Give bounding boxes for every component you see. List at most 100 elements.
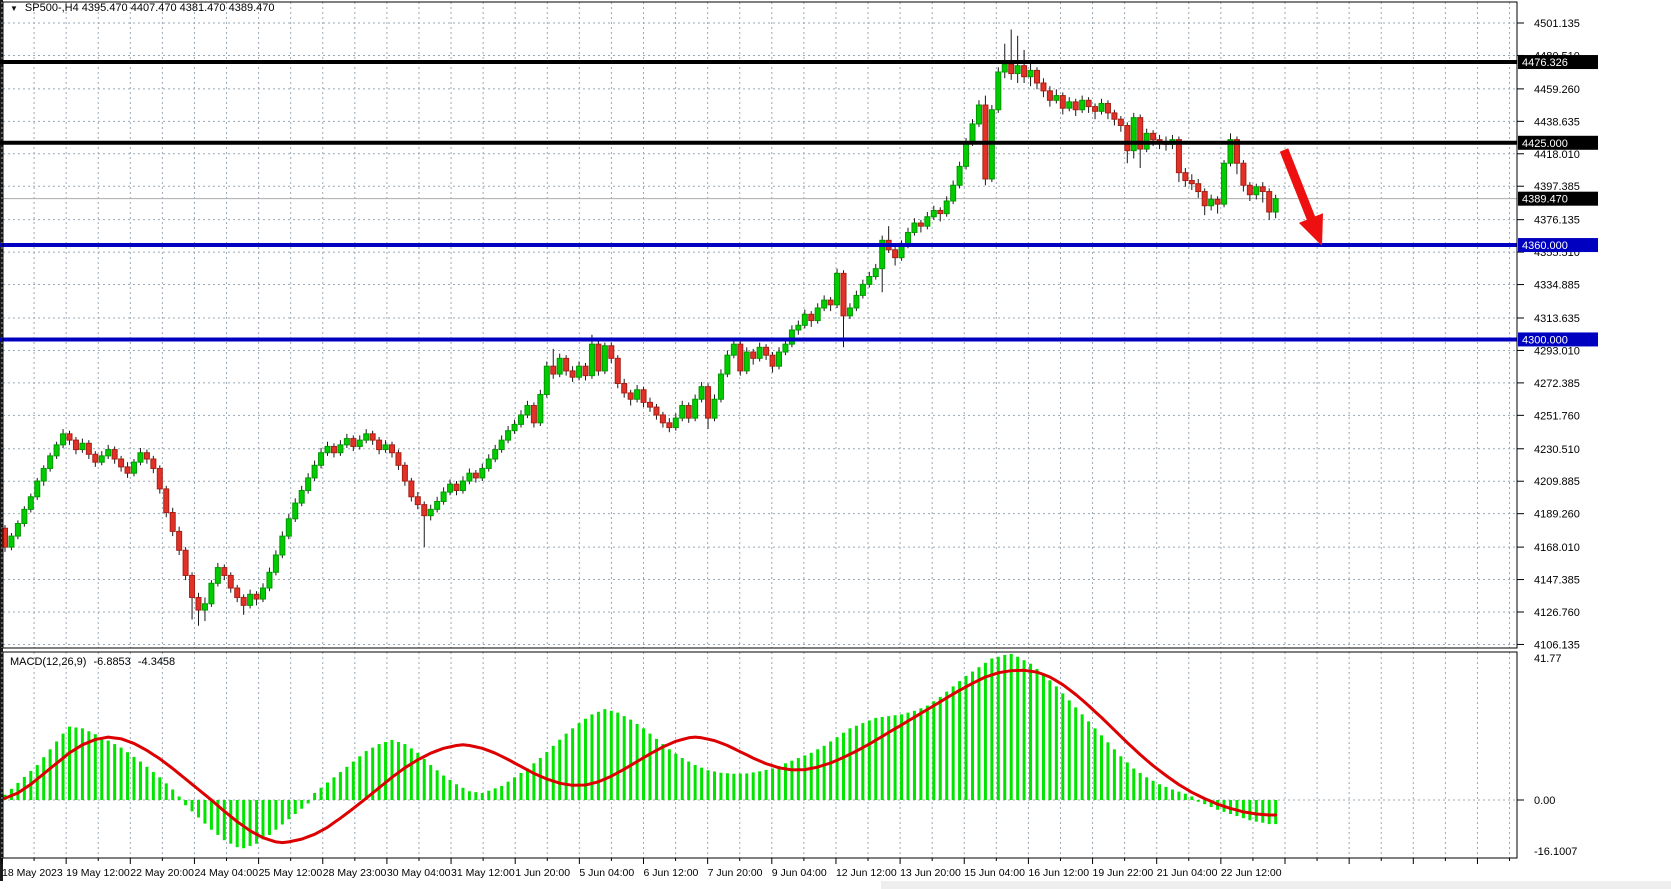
macd-histogram-bar [267, 800, 271, 835]
macd-histogram-bar [171, 789, 175, 800]
price-axis-label: 4251.760 [1534, 410, 1580, 422]
time-axis-label: 28 May 23:00 [323, 867, 387, 879]
candle [1104, 100, 1111, 120]
candle [324, 441, 331, 456]
macd-histogram-bar [848, 728, 852, 800]
macd-histogram-bar [829, 741, 833, 800]
macd-name: MACD(12,26,9) [10, 656, 87, 668]
macd-histogram-bar [764, 769, 768, 800]
candle [537, 389, 544, 426]
horizontal-level-lines[interactable] [0, 60, 1517, 342]
macd-histogram-bar [190, 800, 194, 812]
candle [143, 449, 150, 464]
macd-histogram-bar [345, 766, 349, 800]
trend-arrow-annotation[interactable] [1279, 148, 1323, 246]
candle [1253, 183, 1260, 200]
macd-histogram-bar [964, 675, 968, 800]
candle [776, 347, 782, 370]
macd-histogram-bar [474, 792, 478, 800]
macd-histogram-bar [796, 758, 800, 800]
macd-histogram-bar [771, 768, 775, 800]
macd-histogram-bar [222, 800, 226, 841]
candle [724, 350, 731, 378]
candle [1079, 95, 1086, 113]
price-badge-label: 4476.326 [1522, 57, 1568, 69]
macd-histogram-bar [300, 800, 304, 809]
candle [814, 303, 821, 324]
candle [498, 435, 505, 453]
macd-histogram-bar [93, 734, 97, 800]
collapse-triangle-icon[interactable]: ▼ [10, 3, 18, 13]
candle [169, 507, 176, 537]
price-axis-label: 4376.135 [1534, 215, 1580, 227]
candle [492, 444, 499, 463]
macd-histogram-bar [416, 752, 420, 800]
candle [350, 435, 357, 452]
candle [924, 212, 931, 230]
macd-histogram-bar [1061, 693, 1065, 800]
candle [556, 353, 563, 378]
candle [930, 205, 937, 220]
candle [995, 67, 1002, 113]
candle [34, 477, 41, 500]
macd-histogram-bar [55, 741, 59, 800]
macd-histogram-bar [377, 744, 381, 800]
candle [627, 389, 634, 406]
macd-histogram-bar [351, 761, 355, 800]
macd-histogram-bar [1158, 784, 1162, 800]
macd-histogram-bar [861, 723, 865, 800]
candle [1266, 188, 1273, 220]
macd-histogram-bar [422, 758, 426, 800]
candle [576, 361, 583, 381]
candle [769, 352, 776, 373]
candle [569, 366, 576, 382]
candle [788, 325, 795, 348]
candle [40, 465, 47, 486]
macd-histogram-bar [1074, 707, 1078, 800]
candle [156, 465, 163, 494]
candle [892, 245, 899, 266]
candle [550, 348, 557, 379]
candle [801, 309, 808, 329]
macd-histogram-bar [1041, 674, 1045, 800]
time-axis[interactable]: 18 May 2023 19 May 12:00 22 May 20:00 24 Ma… [1, 858, 1511, 879]
candle [408, 477, 415, 502]
candle [1034, 67, 1040, 90]
macd-histogram-bar [145, 766, 149, 800]
candle [698, 381, 705, 403]
macd-histogram-bar [500, 786, 504, 800]
candle [434, 496, 441, 513]
candle [647, 397, 653, 412]
macd-histogram-bar [584, 718, 587, 800]
macd-histogram-bar [713, 771, 716, 800]
macd-histogram-bar [1209, 800, 1213, 807]
macd-histogram-bar [790, 760, 794, 800]
candle [692, 394, 699, 422]
time-axis-label: 19 May 12:00 [66, 867, 130, 879]
price-badge-label: 4425.000 [1522, 138, 1568, 150]
candle [808, 311, 815, 327]
candle [1227, 133, 1234, 167]
macd-histogram-bar [951, 686, 955, 800]
candle [1214, 196, 1221, 214]
macd-histogram-bar [68, 726, 71, 800]
candle [60, 429, 67, 449]
candle [614, 355, 621, 389]
candle [1008, 29, 1015, 80]
macd-histogram-bar [919, 708, 923, 800]
macd-histogram [3, 653, 1278, 849]
macd-histogram-bar [977, 667, 981, 800]
time-axis-label: 24 May 04:00 [194, 867, 258, 879]
candle [118, 455, 125, 472]
candle [298, 485, 305, 507]
macd-histogram-bar [435, 770, 439, 800]
price-label-badge [1518, 332, 1598, 347]
macd-histogram-bar [654, 738, 658, 800]
candle [595, 341, 602, 376]
candle [66, 430, 73, 445]
price-axis[interactable]: 4501.1354480.5104459.2604438.6354418.010… [1517, 18, 1598, 858]
macd-histogram-bar [80, 728, 84, 800]
candle [21, 506, 28, 527]
candle [743, 347, 750, 375]
